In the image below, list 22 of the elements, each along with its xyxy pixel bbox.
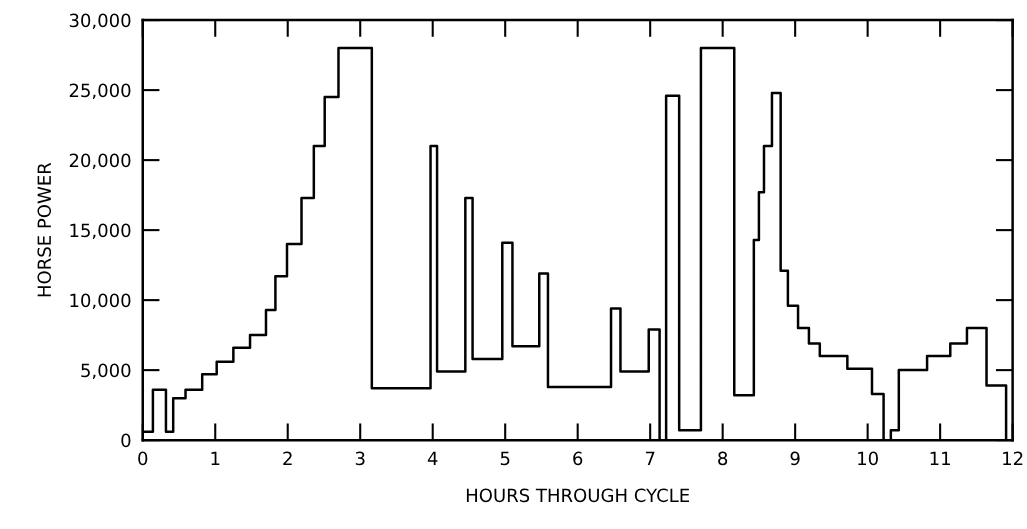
x-tick-label: 4	[427, 451, 438, 465]
x-tick-label: 8	[718, 451, 728, 466]
x-tick-label: 5	[500, 451, 510, 466]
y-tick-label: 20,000	[69, 153, 131, 170]
y-tick-label: 25,000	[69, 83, 131, 100]
x-axis-title: HOURS THROUGH CYCLE	[466, 488, 690, 503]
y-tick-label: 10,000	[70, 293, 131, 310]
y-tick-label: 30,000	[69, 13, 131, 30]
x-tick-label: 3	[355, 451, 365, 466]
x-tick-label: 1	[211, 451, 220, 465]
x-tick-label: 7	[645, 451, 655, 465]
x-tick-label: 9	[790, 451, 800, 466]
y-axis-title: HORSE POWER	[37, 162, 52, 297]
x-tick-label: 10	[858, 451, 878, 466]
y-tick-label: 5,000	[81, 363, 131, 380]
x-tick-label: 2	[283, 451, 292, 465]
x-tick-label: 0	[138, 451, 148, 466]
y-tick-label: 15,000	[70, 223, 131, 240]
y-tick-label: 0	[121, 433, 131, 448]
x-tick-label: 12	[1003, 451, 1023, 465]
x-tick-label: 11	[930, 451, 950, 465]
x-tick-label: 6	[573, 451, 583, 466]
